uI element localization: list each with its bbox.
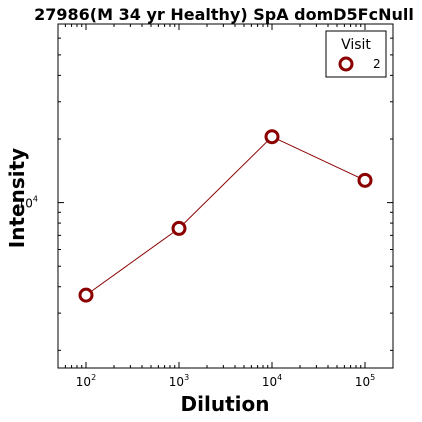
x-tick-label: 103 — [169, 373, 189, 389]
y-axis-label: Intensity — [5, 148, 29, 248]
data-point — [78, 287, 94, 303]
legend-marker — [338, 56, 354, 72]
minor-ticks — [57, 24, 394, 368]
y-tick-label: 104 — [18, 195, 38, 211]
data-point — [357, 172, 373, 188]
chart-title: 27986(M 34 yr Healthy) SpA domD5FcNull — [34, 5, 414, 24]
major-ticks — [58, 24, 393, 368]
legend-series-label: 2 — [373, 57, 381, 71]
x-tick-label: 102 — [76, 373, 96, 389]
legend: Visit 2 — [325, 30, 387, 78]
data-point — [264, 129, 280, 145]
x-tick-label: 104 — [262, 373, 282, 389]
legend-title: Visit — [341, 37, 371, 53]
series-line — [85, 136, 366, 296]
plot-area — [57, 23, 394, 369]
data-point — [171, 220, 187, 236]
x-tick-label: 105 — [355, 373, 375, 389]
y-tick-labels: 104 — [18, 195, 38, 211]
series-layer — [78, 129, 373, 303]
x-axis-label: Dilution — [181, 392, 270, 416]
legend-box — [325, 30, 387, 78]
x-tick-labels: 102 103 104 105 — [76, 373, 375, 389]
